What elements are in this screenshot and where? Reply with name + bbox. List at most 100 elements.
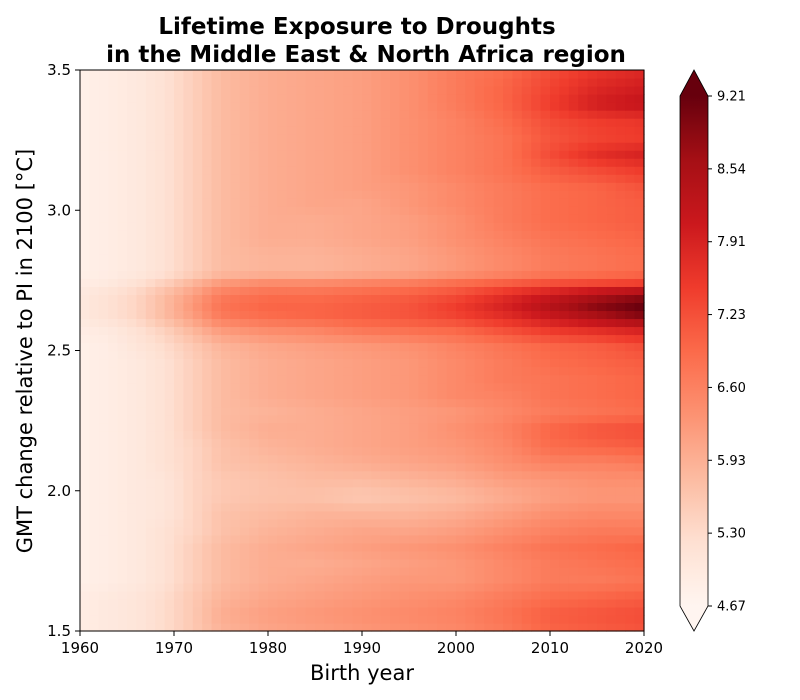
heatmap-cell (202, 358, 213, 368)
heatmap-cell (521, 590, 532, 600)
heatmap-cell (437, 310, 448, 320)
heatmap-cell (437, 390, 448, 400)
heatmap-cell (371, 390, 382, 400)
heatmap-cell (192, 342, 203, 352)
heatmap-cell (371, 158, 382, 167)
heatmap-cell (371, 126, 382, 135)
heatmap-cell (521, 302, 532, 312)
heatmap-cell (559, 486, 570, 496)
heatmap-cell (484, 502, 495, 512)
heatmap-cell (230, 494, 241, 504)
heatmap-cell (230, 334, 241, 344)
heatmap-cell (249, 606, 260, 616)
heatmap-cell (597, 238, 607, 247)
heatmap-cell (277, 558, 288, 568)
heatmap-cell (437, 510, 448, 520)
heatmap-cell (136, 518, 147, 528)
heatmap-cell (352, 286, 363, 295)
heatmap-cell (324, 598, 335, 608)
heatmap-cell (258, 230, 269, 239)
heatmap-cell (286, 478, 297, 488)
heatmap-cell (117, 302, 128, 312)
heatmap-cell (550, 270, 560, 279)
heatmap-cell (512, 462, 523, 472)
heatmap-cell (521, 406, 532, 416)
heatmap-cell (484, 230, 495, 239)
heatmap-cell (343, 190, 354, 199)
heatmap-cell (484, 446, 495, 456)
heatmap-cell (625, 398, 636, 408)
heatmap-cell (155, 342, 166, 352)
heatmap-cell (296, 438, 307, 448)
heatmap-cell (625, 390, 636, 400)
heatmap-cell (634, 206, 645, 215)
heatmap-cell (503, 518, 513, 528)
heatmap-cell (540, 454, 551, 464)
heatmap-cell (136, 558, 147, 568)
heatmap-cell (258, 70, 269, 79)
heatmap-cell (587, 558, 598, 568)
heatmap-cell (362, 518, 372, 528)
heatmap-cell (239, 278, 250, 287)
heatmap-cell (597, 262, 607, 271)
heatmap-cell (164, 614, 175, 624)
heatmap-cell (456, 422, 466, 432)
heatmap-cell (202, 470, 213, 480)
heatmap-cell (277, 446, 288, 456)
heatmap-cell (446, 574, 457, 584)
heatmap-cell (380, 230, 391, 239)
heatmap-cell (89, 590, 100, 600)
heatmap-cell (145, 566, 156, 576)
heatmap-cell (239, 526, 250, 536)
heatmap-cell (183, 526, 194, 536)
heatmap-cell (625, 598, 636, 608)
heatmap-cell (512, 94, 523, 103)
heatmap-cell (127, 518, 137, 528)
heatmap-cell (521, 326, 532, 336)
heatmap-cell (108, 78, 119, 87)
heatmap-cell (521, 574, 532, 584)
heatmap-cell (127, 310, 137, 320)
heatmap-cell (512, 270, 523, 279)
heatmap-cell (174, 494, 184, 504)
heatmap-cell (296, 590, 307, 600)
heatmap-cell (559, 350, 570, 360)
heatmap-cell (343, 390, 354, 400)
heatmap-cell (503, 526, 513, 536)
heatmap-cell (634, 102, 645, 111)
heatmap-cell (540, 182, 551, 191)
heatmap-cell (174, 374, 184, 384)
heatmap-cell (531, 150, 542, 159)
heatmap-cell (286, 166, 297, 175)
heatmap-cell (484, 358, 495, 368)
heatmap-cell (437, 590, 448, 600)
heatmap-cell (634, 478, 645, 488)
heatmap-cell (324, 494, 335, 504)
heatmap-cell (183, 574, 194, 584)
heatmap-cell (615, 406, 626, 416)
heatmap-cell (568, 206, 579, 215)
heatmap-cell (474, 214, 485, 223)
heatmap-cell (230, 238, 241, 247)
heatmap-cell (230, 614, 241, 624)
heatmap-cell (503, 590, 513, 600)
heatmap-cell (108, 198, 119, 207)
heatmap-cell (89, 142, 100, 151)
heatmap-cell (221, 390, 231, 400)
heatmap-cell (211, 342, 222, 352)
heatmap-cell (127, 238, 137, 247)
heatmap-cell (174, 222, 184, 231)
heatmap-cell (484, 382, 495, 392)
heatmap-cell (456, 222, 466, 231)
heatmap-cell (145, 78, 156, 87)
heatmap-cell (606, 150, 617, 159)
heatmap-cell (625, 366, 636, 376)
heatmap-cell (155, 534, 166, 544)
heatmap-cell (268, 206, 278, 215)
heatmap-cell (286, 222, 297, 231)
heatmap-cell (456, 94, 466, 103)
heatmap-cell (145, 470, 156, 480)
heatmap-cell (615, 382, 626, 392)
heatmap-cell (164, 374, 175, 384)
heatmap-cell (390, 102, 401, 111)
